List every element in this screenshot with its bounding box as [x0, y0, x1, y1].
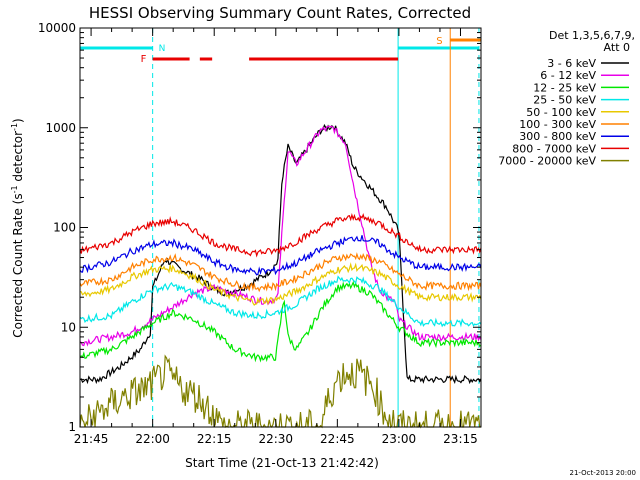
y-axis-label-sup2: -1 — [10, 123, 19, 131]
series-line-8 — [79, 354, 481, 429]
legend-label: 100 - 300 keV — [519, 118, 596, 131]
x-tick-label: 22:45 — [320, 432, 355, 446]
series-line-4 — [79, 262, 482, 306]
legend-label: 7000 - 20000 keV — [498, 155, 596, 168]
y-axis-label-main: Corrected Count Rate (s — [11, 193, 25, 337]
series-line-1 — [79, 125, 482, 347]
legend-label: 300 - 800 keV — [519, 130, 596, 143]
y-axis-label-tail: detector — [11, 131, 25, 186]
f-marker-label: F — [141, 54, 147, 65]
footer-date: 21-Oct-2013 20:00 — [570, 469, 636, 477]
x-axis-label: Start Time (21-Oct-13 21:42:42) — [185, 456, 379, 470]
y-tick-label: 10000 — [38, 21, 76, 35]
legend-title-1: Det 1,3,5,6,7,9, — [549, 29, 635, 42]
series-line-5 — [79, 252, 482, 293]
y-tick-label: 1000 — [45, 121, 76, 135]
y-axis-ticks: 1 10 100 1000 10000 — [38, 21, 481, 434]
s-marker-label: S — [436, 36, 442, 47]
legend-label: 25 - 50 keV — [533, 94, 596, 107]
x-tick-label: 22:00 — [135, 432, 170, 446]
y-tick-label: 1 — [68, 420, 76, 434]
y-axis-label-sup1: -1 — [10, 185, 19, 193]
series-line-7 — [79, 212, 482, 258]
series-line-3 — [79, 275, 482, 328]
series-line-2 — [79, 280, 482, 363]
y-axis-label: Corrected Count Rate (s-1 detector-1) — [10, 118, 25, 337]
x-tick-label: 22:30 — [258, 432, 293, 446]
legend-label: 800 - 7000 keV — [512, 142, 596, 155]
legend-label: 12 - 25 keV — [533, 81, 596, 94]
x-tick-label: 22:15 — [197, 432, 232, 446]
plot-frame — [79, 27, 482, 428]
y-axis-label-close: ) — [11, 118, 25, 123]
y-tick-label: 10 — [61, 320, 76, 334]
x-axis-ticks: 21:45 22:00 22:15 22:30 22:45 23:00 23:15 — [74, 28, 482, 446]
series-line-0 — [79, 123, 482, 385]
x-tick-label: 21:45 — [74, 432, 109, 446]
x-tick-label: 23:00 — [382, 432, 417, 446]
series-line-6 — [79, 235, 482, 276]
x-tick-label: 23:15 — [443, 432, 478, 446]
legend-label: 3 - 6 keV — [547, 57, 596, 70]
legend-label: 50 - 100 keV — [526, 106, 596, 119]
legend-label: 6 - 12 keV — [540, 69, 596, 82]
legend-title-2: Att 0 — [604, 41, 630, 54]
plot-area: N F S — [79, 27, 482, 429]
n-marker-label: N — [159, 44, 166, 54]
y-tick-label: 100 — [53, 221, 76, 235]
chart-title: HESSI Observing Summary Count Rates, Cor… — [89, 4, 471, 22]
